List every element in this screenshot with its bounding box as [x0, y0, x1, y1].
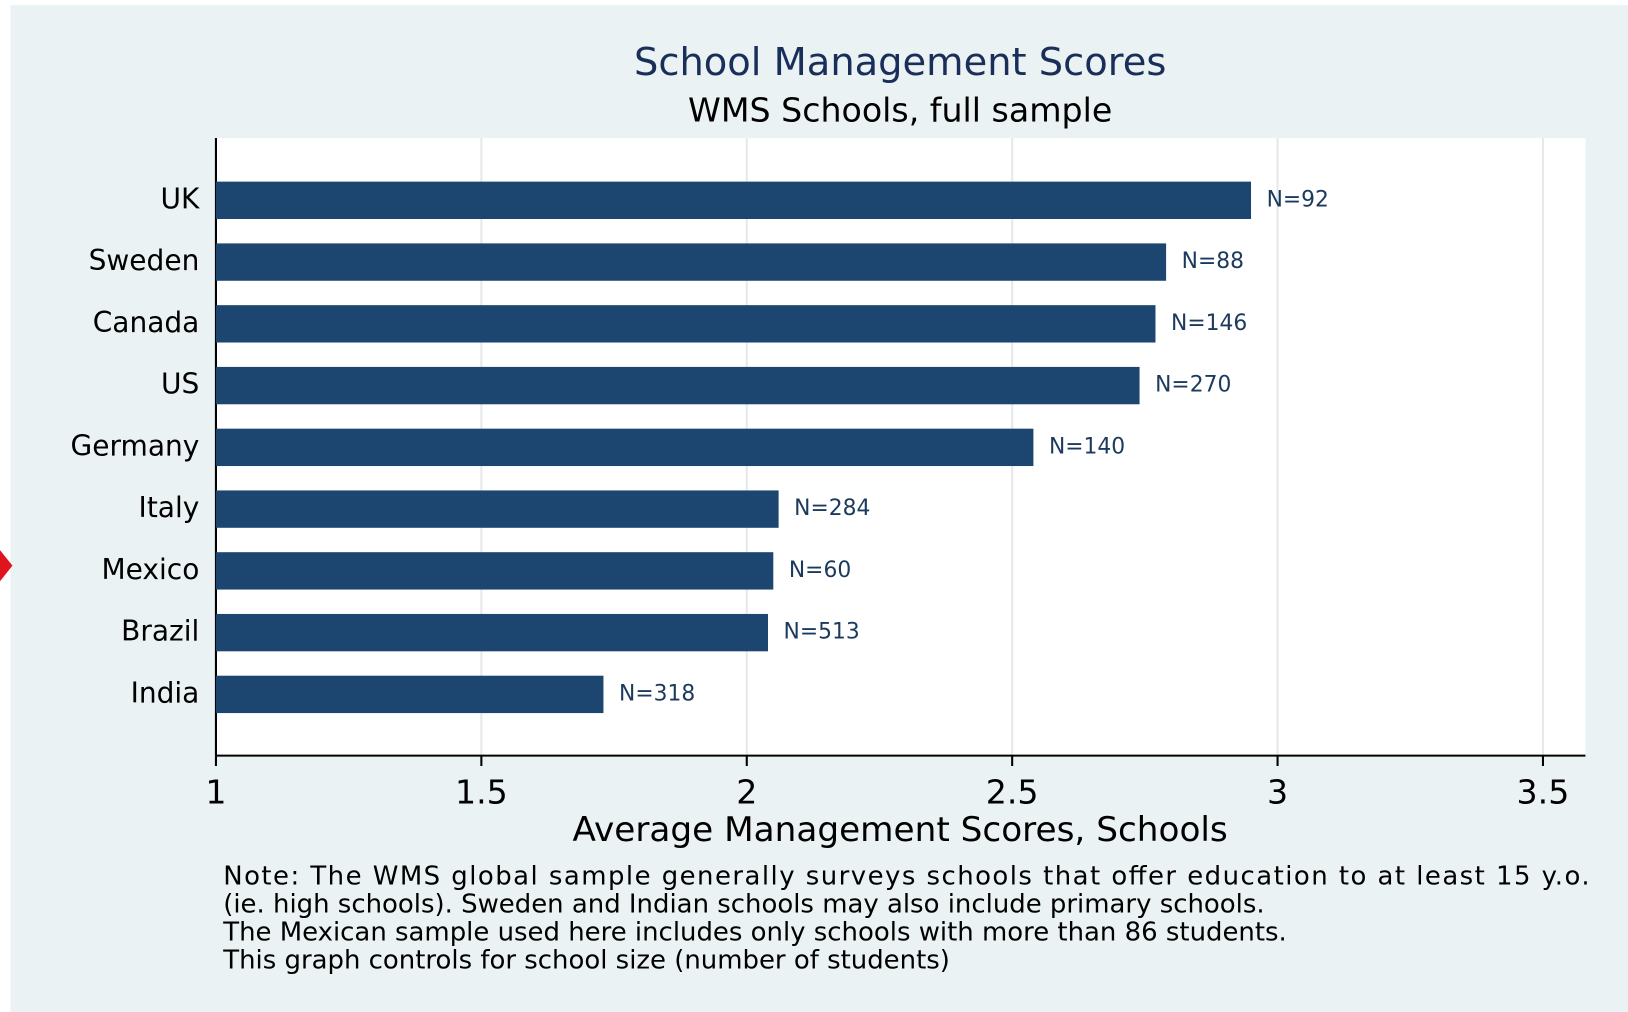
x-tick-label: 3.5: [1517, 773, 1570, 812]
x-axis-label: Average Management Scores, Schools: [573, 810, 1228, 850]
chart-title: School Management Scores: [634, 40, 1166, 85]
note-line: This graph controls for school size (num…: [222, 946, 950, 976]
bar-annotation: N=140: [1049, 434, 1125, 459]
bar: [215, 613, 768, 652]
x-tick-label: 1: [205, 773, 226, 812]
y-tick-label: Brazil: [121, 615, 199, 648]
y-tick-label: Sweden: [89, 244, 200, 277]
pointer-arrow: [0, 550, 13, 582]
y-tick-label: Mexico: [102, 553, 200, 586]
bar-annotation: N=88: [1182, 249, 1244, 274]
bar: [215, 552, 774, 590]
bar: [215, 305, 1156, 343]
x-tick-label: 2.5: [986, 773, 1039, 812]
bar: [215, 675, 604, 714]
bar-annotation: N=60: [789, 558, 851, 583]
y-tick-label: Canada: [93, 306, 200, 339]
bar: [215, 181, 1252, 220]
bar: [215, 366, 1140, 405]
bar-annotation: N=284: [794, 496, 870, 521]
bar-annotation: N=146: [1171, 311, 1247, 336]
note-line: (ie. high schools). Sweden and Indian sc…: [223, 890, 1264, 920]
y-tick-label: Italy: [139, 491, 200, 524]
y-tick-label: India: [131, 676, 200, 709]
x-tick-label: 2: [736, 773, 757, 812]
bar: [215, 243, 1167, 281]
bar-annotation: N=513: [784, 620, 860, 645]
bar-annotation: N=270: [1155, 373, 1231, 398]
note-line: Note: The WMS global sample generally su…: [223, 862, 1589, 892]
bar-annotation: N=318: [619, 681, 695, 706]
y-tick-label: UK: [160, 182, 200, 215]
x-tick-label: 1.5: [455, 773, 508, 812]
chart-subtitle: WMS Schools, full sample: [688, 91, 1112, 130]
y-tick-label: US: [161, 368, 199, 401]
x-tick-label: 3: [1267, 773, 1288, 812]
bar: [215, 428, 1034, 467]
note-line: The Mexican sample used here includes on…: [222, 918, 1287, 948]
bar: [215, 490, 779, 528]
y-tick-label: Germany: [71, 429, 200, 462]
bar-annotation: N=92: [1267, 187, 1329, 212]
